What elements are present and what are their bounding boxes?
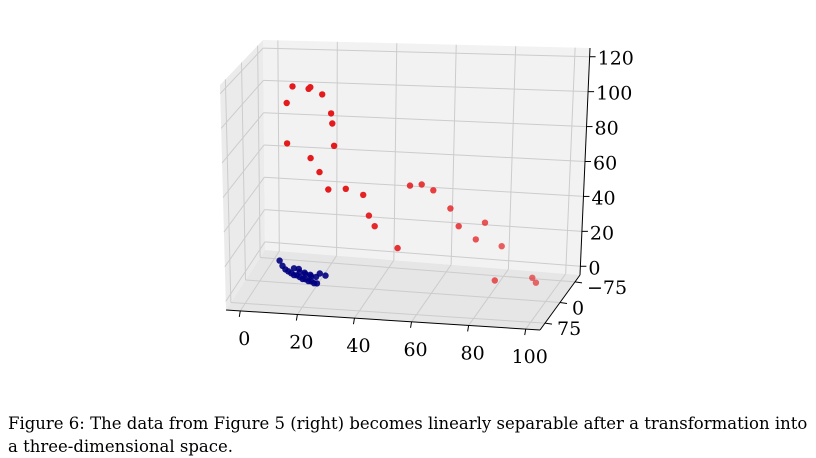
gridline-y (257, 45, 261, 258)
data-point (283, 99, 290, 107)
gridline-y (224, 79, 232, 303)
gridline-z (264, 241, 581, 267)
data-point (447, 205, 454, 212)
data-point (312, 273, 320, 281)
gridline-z (263, 112, 587, 128)
z-tick-label: 80 (595, 118, 619, 140)
data-point (481, 219, 489, 226)
gridline-z (263, 79, 589, 93)
data-point (498, 243, 505, 250)
data-point (325, 186, 332, 193)
axes-panes (220, 40, 590, 330)
data-point (276, 257, 283, 264)
data-point (295, 265, 302, 273)
gridlines (219, 40, 590, 330)
y-tick-label: 0 (572, 298, 584, 320)
gridline-y (260, 257, 576, 283)
x-tick-label: 0 (238, 328, 250, 350)
pane-floor (226, 250, 580, 330)
data-point (532, 279, 540, 286)
figure-caption: Figure 6: The data from Figure 5 (right)… (8, 414, 808, 456)
data-point (307, 271, 314, 278)
z-tick-label: 0 (588, 257, 600, 279)
data-point (290, 265, 298, 272)
z-tick-label: 60 (593, 153, 617, 175)
data-point (319, 91, 326, 98)
gridline-y (230, 302, 546, 324)
data-point (316, 168, 323, 176)
data-point (283, 140, 291, 147)
data-point (365, 212, 373, 219)
gridline-z (263, 144, 586, 162)
data-point (342, 185, 349, 192)
z-tick-label: 100 (596, 83, 632, 105)
data-point (329, 120, 336, 127)
x-tick-label: 20 (289, 332, 313, 354)
z-tick-label: 40 (591, 187, 615, 209)
data-point (455, 223, 462, 230)
data-point (491, 277, 498, 284)
data-point (301, 269, 308, 276)
data-point (371, 223, 378, 230)
data-point (327, 110, 335, 117)
x-tick-label: 100 (512, 346, 548, 368)
z-tick-label: 20 (590, 222, 614, 244)
x-tick-label: 60 (403, 339, 427, 361)
data-point (529, 274, 536, 281)
data-point (307, 154, 314, 162)
data-point (430, 187, 437, 194)
data-point (305, 85, 312, 93)
data-point (472, 236, 479, 243)
data-point (418, 181, 425, 188)
data-point (394, 244, 401, 252)
gridline-z (263, 47, 590, 58)
x-tick-label: 40 (346, 335, 370, 357)
x-axis-line (225, 309, 541, 331)
data-point (360, 191, 367, 199)
data-point (313, 280, 321, 287)
data-point (322, 272, 329, 279)
data-point (406, 182, 414, 189)
data-points (276, 83, 540, 287)
data-point (289, 83, 296, 90)
pane-back (263, 40, 590, 275)
gridline-z (264, 209, 582, 232)
gridline-y (245, 279, 561, 303)
gridline-z (264, 176, 584, 197)
pane-left (220, 40, 265, 310)
x-tick-label: 80 (461, 342, 485, 364)
data-point (330, 142, 338, 149)
z-tick-label: 120 (598, 48, 634, 70)
y-tick-label: 75 (557, 318, 581, 340)
y-tick-label: −75 (587, 277, 627, 299)
gridline-y (241, 62, 246, 281)
